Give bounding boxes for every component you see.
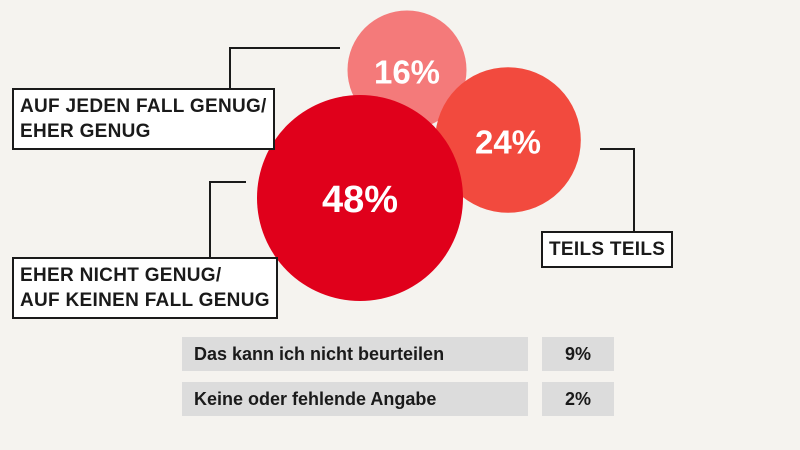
category-label-3: EHER NICHT GENUG/ AUF KEINEN FALL GENUG [12, 257, 278, 319]
bubble-2 [435, 67, 581, 213]
category-label-1-line-1: AUF JEDEN FALL GENUG/ [20, 96, 267, 117]
bubble-3 [257, 95, 463, 301]
leader-lines [209, 47, 635, 257]
extra-row-1-value: 9% [542, 337, 614, 371]
category-label-2: TEILS TEILS [541, 231, 674, 268]
extra-row-2-label: Keine oder fehlende Angabe [182, 382, 528, 416]
category-label-3-line-2: AUF KEINEN FALL GENUG [20, 290, 270, 311]
bubble-3-value-label: 48% [322, 179, 398, 221]
bubbles: 16% 24% 48% [257, 10, 581, 301]
bubble-2-value-label: 24% [475, 124, 541, 161]
category-label-3-line-1: EHER NICHT GENUG/ [20, 265, 222, 286]
extra-row-2-value: 2% [542, 382, 614, 416]
leader-line-1 [229, 47, 340, 88]
leader-line-2 [600, 148, 635, 231]
category-label-1-line-2: EHER GENUG [20, 121, 151, 142]
category-label-2-line-1: TEILS TEILS [549, 239, 666, 260]
bubble-1-value-label: 16% [374, 54, 440, 91]
extra-row-1-label: Das kann ich nicht beurteilen [182, 337, 528, 371]
category-label-1: AUF JEDEN FALL GENUG/ EHER GENUG [12, 88, 275, 150]
leader-line-3 [209, 181, 246, 257]
